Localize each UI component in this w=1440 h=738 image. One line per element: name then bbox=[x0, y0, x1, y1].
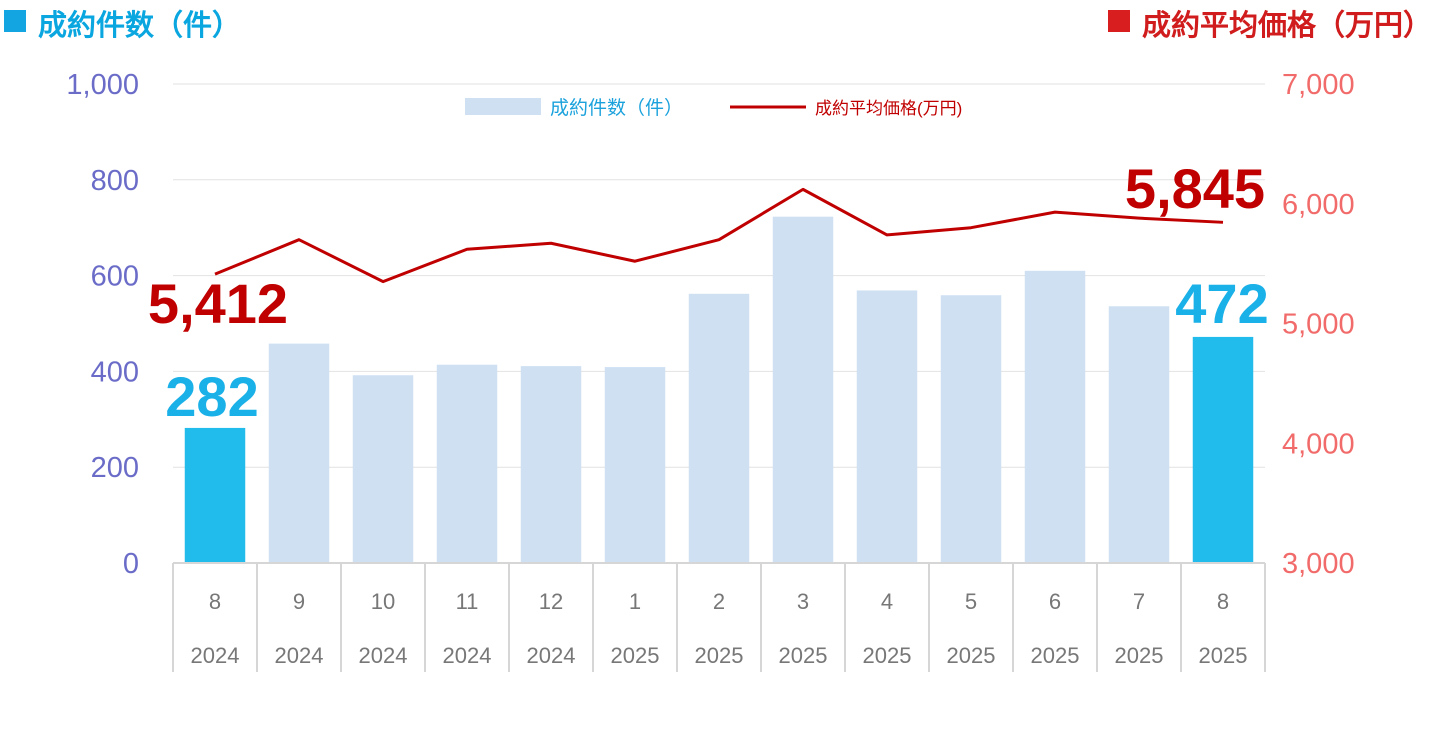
x-tick-month: 2 bbox=[713, 589, 725, 614]
x-tick-month: 3 bbox=[797, 589, 809, 614]
bar bbox=[1024, 270, 1086, 563]
x-tick-month: 8 bbox=[209, 589, 221, 614]
left-tick-label: 400 bbox=[91, 356, 139, 388]
bar bbox=[856, 290, 918, 563]
bar-series bbox=[184, 216, 1254, 564]
x-tick-year: 2025 bbox=[695, 643, 744, 668]
x-axis: 8 2024 9 2024 10 2024 11 2024 12 2024 1 2025 2 2025 3 2… bbox=[172, 562, 1266, 672]
x-tick-month: 1 bbox=[629, 589, 641, 614]
left-axis-title: 成約件数（件） bbox=[4, 2, 241, 44]
x-tick-year: 2025 bbox=[1199, 643, 1248, 668]
x-tick-year: 2024 bbox=[275, 643, 324, 668]
bar bbox=[520, 366, 582, 563]
x-tick-month: 5 bbox=[965, 589, 977, 614]
bar bbox=[1192, 336, 1254, 563]
value-callout: 5,845 bbox=[1125, 157, 1265, 220]
x-tick-year: 2024 bbox=[443, 643, 492, 668]
bar bbox=[772, 216, 834, 564]
x-tick-year: 2025 bbox=[779, 643, 828, 668]
right-axis-title: 成約平均価格（万円） bbox=[1107, 2, 1432, 44]
legend-line-label: 成約平均価格(万円) bbox=[815, 99, 962, 118]
right-tick-label: 4,000 bbox=[1282, 428, 1355, 460]
value-callout: 5,412 bbox=[148, 272, 288, 335]
value-callout: 472 bbox=[1175, 272, 1268, 335]
x-tick-year: 2025 bbox=[947, 643, 996, 668]
bar bbox=[688, 293, 750, 563]
x-tick-month: 7 bbox=[1133, 589, 1145, 614]
x-tick-year: 2024 bbox=[359, 643, 408, 668]
x-tick-month: 4 bbox=[881, 589, 893, 614]
left-tick-label: 200 bbox=[91, 452, 139, 484]
annotations: 282 472 5,412 5,845 bbox=[148, 157, 1269, 428]
bar bbox=[940, 295, 1002, 563]
x-tick-month: 6 bbox=[1049, 589, 1061, 614]
right-tick-label: 7,000 bbox=[1282, 69, 1355, 101]
legend: 成約件数（件） 成約平均価格(万円) bbox=[465, 97, 962, 119]
x-tick-month: 10 bbox=[371, 589, 395, 614]
x-tick-year: 2024 bbox=[527, 643, 576, 668]
bar bbox=[184, 427, 246, 563]
x-tick-year: 2025 bbox=[611, 643, 660, 668]
x-tick-month: 11 bbox=[456, 589, 479, 614]
x-tick-year: 2024 bbox=[191, 643, 240, 668]
bar-series-square-icon bbox=[4, 10, 26, 32]
line-series bbox=[214, 187, 1224, 284]
value-callout: 282 bbox=[165, 365, 258, 428]
right-axis-ticks: 3,000 4,000 5,000 6,000 7,000 bbox=[1282, 69, 1355, 580]
x-tick-year: 2025 bbox=[1115, 643, 1164, 668]
left-axis-title-text: 成約件数（件） bbox=[38, 10, 242, 42]
x-tick-month: 8 bbox=[1217, 589, 1229, 614]
bar bbox=[436, 364, 498, 563]
legend-bar-swatch bbox=[465, 98, 541, 115]
bar bbox=[268, 343, 330, 563]
right-axis-title-text: 成約平均価格（万円） bbox=[1141, 10, 1432, 42]
legend-bar-label: 成約件数（件） bbox=[550, 97, 683, 119]
left-axis-ticks: 0 200 400 600 800 1,000 bbox=[66, 69, 139, 580]
left-tick-label: 800 bbox=[91, 165, 139, 197]
left-tick-label: 1,000 bbox=[66, 69, 139, 101]
bar bbox=[1108, 306, 1170, 563]
line-series-square-icon bbox=[1107, 10, 1130, 32]
x-tick-month: 9 bbox=[293, 589, 305, 614]
right-tick-label: 3,000 bbox=[1282, 548, 1355, 580]
left-tick-label: 0 bbox=[123, 548, 139, 580]
right-tick-label: 5,000 bbox=[1282, 309, 1355, 341]
price-line bbox=[214, 187, 1224, 284]
left-tick-label: 600 bbox=[91, 261, 139, 293]
bar bbox=[604, 367, 666, 563]
x-tick-month: 12 bbox=[539, 589, 563, 614]
x-tick-year: 2025 bbox=[1031, 643, 1080, 668]
right-tick-label: 6,000 bbox=[1282, 189, 1355, 221]
bar bbox=[352, 375, 414, 563]
x-tick-year: 2025 bbox=[863, 643, 912, 668]
